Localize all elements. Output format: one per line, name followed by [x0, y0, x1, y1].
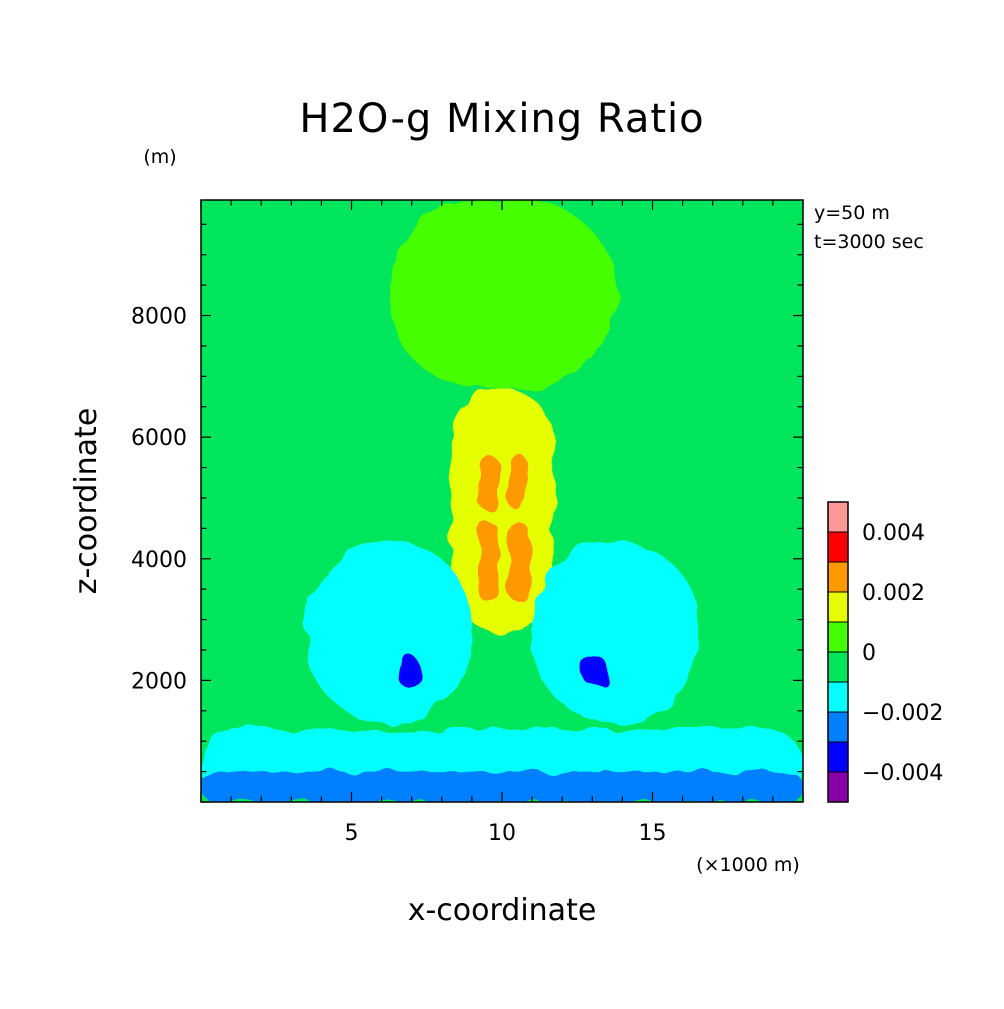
colorbar-swatch	[827, 651, 849, 683]
feature-cool-lobe-right	[532, 540, 698, 723]
colorbar-tick-label: 0.004	[862, 521, 925, 546]
feature-core-lower-left	[477, 522, 499, 602]
colorbar-swatch	[827, 501, 849, 533]
chart-title: H2O-g Mixing Ratio	[299, 96, 704, 142]
axis-ticks: 5 10 15 2000 4000 6000 8000	[131, 200, 804, 846]
x-tick-label: 5	[345, 821, 359, 846]
colorbar-swatch	[827, 741, 849, 773]
feature-core-upper-left	[477, 455, 499, 511]
colorbar-swatch	[827, 621, 849, 653]
colorbar-swatch	[827, 681, 849, 713]
colorbar-tick-label: 0.002	[862, 581, 925, 606]
annotation-t: t=3000 sec	[814, 231, 924, 253]
feature-core-lower-right	[508, 522, 530, 602]
colorbar-swatch	[827, 561, 849, 593]
colorbar-tick-label: 0	[862, 641, 876, 666]
x-unit-label: (×1000 m)	[696, 854, 800, 876]
y-tick-label: 6000	[131, 426, 187, 451]
feature-core-upper-right	[508, 455, 530, 511]
y-tick-label: 4000	[131, 548, 187, 573]
contour-field	[201, 200, 803, 802]
y-tick-label: 8000	[131, 305, 187, 330]
colorbar-tick-label: −0.002	[862, 701, 943, 726]
x-axis-title: x-coordinate	[408, 893, 597, 928]
colorbar-swatch	[827, 771, 849, 803]
feature-upper-plume	[387, 200, 617, 389]
feature-cool-lobe-left	[306, 540, 472, 723]
colorbar-swatch	[827, 711, 849, 743]
x-tick-label: 10	[488, 821, 516, 846]
y-tick-label: 2000	[131, 669, 187, 694]
annotation-y: y=50 m	[814, 202, 890, 224]
colorbar-tick-label: −0.004	[862, 761, 943, 786]
y-unit-label: (m)	[143, 146, 176, 168]
feature-cold-core-right	[583, 656, 608, 687]
y-axis-title: z-coordinate	[69, 408, 104, 595]
colorbar-frame	[827, 501, 849, 803]
x-tick-label: 15	[639, 821, 667, 846]
colorbar-swatch	[827, 591, 849, 623]
colorbar-swatch	[827, 531, 849, 563]
feature-cold-core-left	[396, 656, 421, 687]
colorbar: −0.004 −0.002 0 0.002 0.004	[827, 501, 943, 803]
